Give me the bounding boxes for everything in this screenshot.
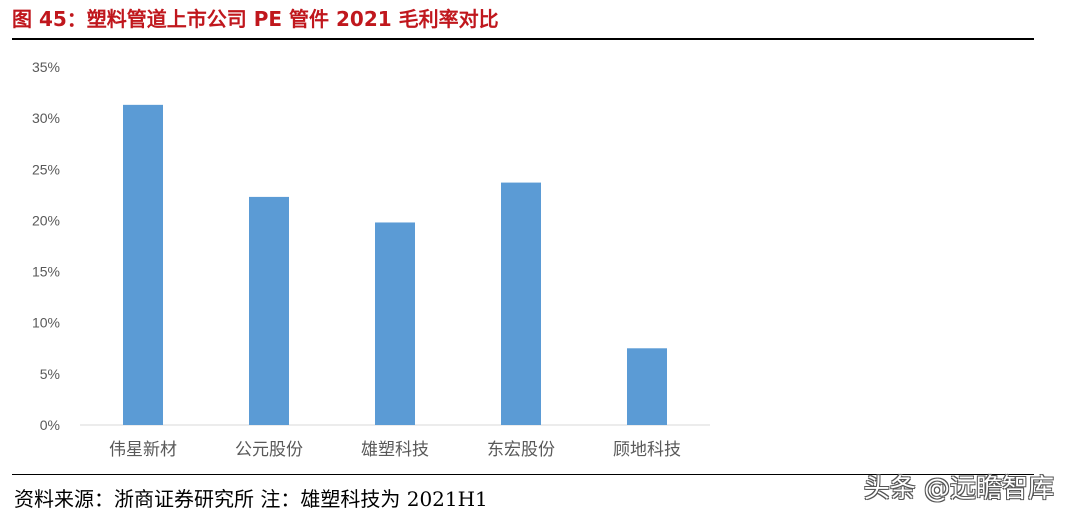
title-divider <box>12 38 1034 40</box>
y-tick-label: 20% <box>32 212 60 228</box>
y-tick-label: 5% <box>40 366 60 382</box>
x-tick-label: 顾地科技 <box>613 440 681 459</box>
source-divider <box>12 474 1034 475</box>
bar <box>501 182 541 425</box>
y-tick-label: 15% <box>32 264 60 280</box>
y-tick-label: 10% <box>32 315 60 331</box>
bar <box>249 196 289 425</box>
bar <box>123 104 163 426</box>
chart-area: 0% 5% 10% 15% 20% 25% 30% 35% 伟星新材 公元股份 雄塑科技 东宏股份 顾地… <box>0 40 1066 470</box>
y-tick-label: 25% <box>32 161 60 177</box>
source-note: 资料来源：浙商证券研究所 注：雄塑科技为 2021H1 <box>14 487 488 511</box>
x-tick-label: 雄塑科技 <box>361 440 429 459</box>
y-tick-label: 0% <box>40 417 60 433</box>
x-tick-label: 伟星新材 <box>109 440 177 459</box>
x-tick-label: 东宏股份 <box>487 440 555 459</box>
watermark: 头条 @远瞻智库 <box>863 474 1054 504</box>
bar-chart: 0% 5% 10% 15% 20% 25% 30% 35% 伟星新材 公元股份 雄塑科技 东宏股份 顾地… <box>32 59 710 459</box>
bar <box>375 222 415 425</box>
x-tick-label: 公元股份 <box>235 440 303 459</box>
figure-title: 图 45：塑料管道上市公司 PE 管件 2021 毛利率对比 <box>12 7 499 31</box>
y-tick-label: 30% <box>32 110 60 126</box>
bar <box>627 348 667 425</box>
y-tick-label: 35% <box>32 59 60 75</box>
